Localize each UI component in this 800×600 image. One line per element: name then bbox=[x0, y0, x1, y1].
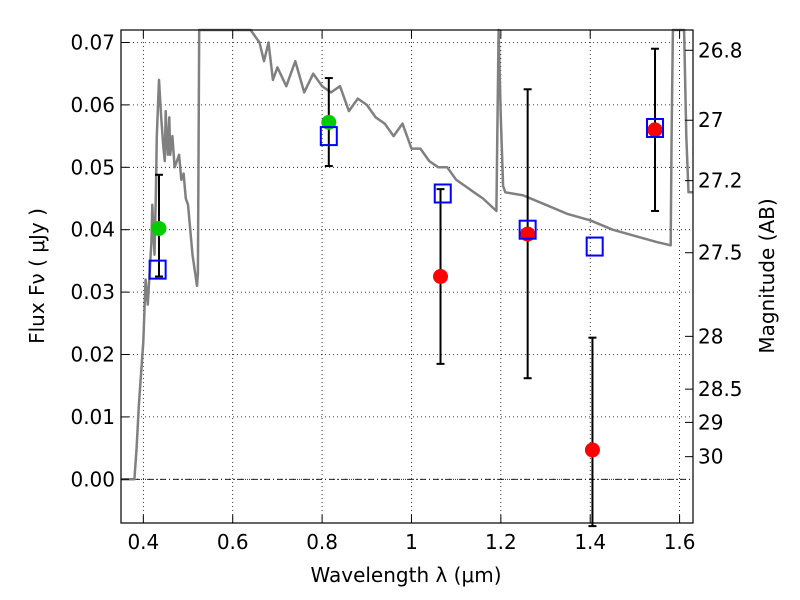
model-band-marker bbox=[518, 219, 537, 240]
model-band-marker bbox=[646, 117, 665, 138]
x-tick-label: 1.4 bbox=[574, 530, 606, 554]
magnitude-tick-label: 27 bbox=[698, 108, 723, 132]
model-band-marker bbox=[585, 236, 604, 257]
x-tick-label: 0.4 bbox=[127, 530, 159, 554]
grid-layer bbox=[121, 30, 693, 523]
magnitude-tick-label: 30 bbox=[698, 445, 723, 469]
model-band-marker bbox=[319, 126, 338, 147]
x-tick-label: 1 bbox=[405, 530, 418, 554]
magnitude-tick-label: 29 bbox=[698, 410, 723, 434]
magnitude-tick-label: 28 bbox=[698, 324, 723, 348]
spectrum-layer bbox=[121, 28, 693, 481]
y-tick-layer: 0.00 0.01 0.02 0.03 0.04 0.05 0.06 0.07 bbox=[70, 30, 129, 491]
y-tick-label: 0.05 bbox=[70, 155, 115, 179]
x-tick-label: 1.2 bbox=[485, 530, 517, 554]
model-band-marker bbox=[148, 259, 167, 280]
data-point bbox=[647, 122, 663, 138]
data-point bbox=[151, 220, 167, 236]
x-tick-layer: 0.4 0.6 0.8 1 1.2 1.4 1.6 bbox=[127, 30, 696, 554]
model-band-marker bbox=[433, 183, 452, 204]
y-tick-label: 0.06 bbox=[70, 93, 115, 117]
data-point bbox=[584, 442, 600, 458]
y-tick-label: 0.04 bbox=[70, 218, 115, 242]
plot-frame bbox=[120, 29, 694, 524]
x-tick-label: 1.6 bbox=[664, 530, 696, 554]
magnitude-tick-label: 28.5 bbox=[698, 377, 743, 401]
magnitude-tick-label: 27.2 bbox=[698, 169, 743, 193]
y-tick-label: 0.02 bbox=[70, 343, 115, 367]
x-axis-title: Wavelength λ (μm) bbox=[310, 563, 501, 587]
data-point bbox=[433, 269, 449, 284]
y2-axis-title: Magnitude (AB) bbox=[755, 198, 779, 353]
magnitude-tick-label: 27.5 bbox=[698, 241, 743, 265]
x-tick-label: 0.8 bbox=[306, 530, 338, 554]
model-spectrum-line bbox=[121, 28, 693, 481]
magnitude-tick-layer: 26.8 27 27.2 27.5 28 28.5 29 30 bbox=[685, 38, 743, 469]
y-tick-label: 0.01 bbox=[70, 405, 115, 429]
y-tick-label: 0.00 bbox=[70, 467, 115, 491]
y-tick-label: 0.03 bbox=[70, 280, 115, 304]
marker-layer bbox=[148, 114, 665, 458]
x-tick-label: 0.6 bbox=[217, 530, 249, 554]
y-tick-label: 0.07 bbox=[70, 30, 115, 54]
y-axis-title: Flux Fν ( μJy ) bbox=[25, 208, 49, 344]
magnitude-tick-label: 26.8 bbox=[698, 38, 743, 62]
errorbar-layer bbox=[154, 47, 660, 528]
